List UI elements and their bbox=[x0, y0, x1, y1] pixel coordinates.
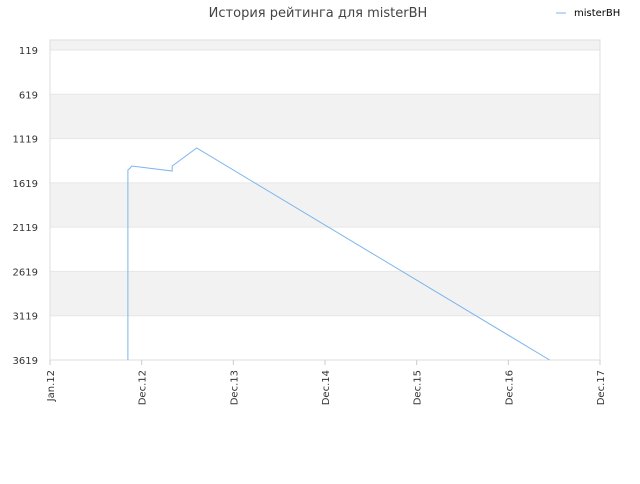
x-tick-label: Dec.12 bbox=[138, 370, 149, 405]
y-tick-label: 1119 bbox=[13, 135, 38, 146]
y-tick-label: 1619 bbox=[13, 179, 38, 190]
legend-label: misterBH bbox=[574, 8, 620, 19]
x-tick-label: Dec.14 bbox=[321, 370, 332, 405]
y-tick-label: 3619 bbox=[13, 356, 38, 367]
x-tick-label: Dec.16 bbox=[504, 370, 515, 405]
grid-band bbox=[50, 50, 600, 95]
x-tick-label: Dec.15 bbox=[413, 370, 424, 405]
y-tick-label: 2119 bbox=[13, 223, 38, 234]
grid-band bbox=[50, 182, 600, 228]
grid-band bbox=[50, 138, 600, 183]
y-tick-label: 3119 bbox=[13, 312, 38, 323]
line bbox=[127, 147, 550, 361]
y-tick-label: 2619 bbox=[13, 267, 38, 278]
x-tick-label: Jan.12 bbox=[46, 370, 57, 402]
grid-band bbox=[50, 227, 600, 272]
grid-band bbox=[50, 315, 600, 360]
grid-band bbox=[50, 40, 600, 51]
grid-band bbox=[50, 94, 600, 139]
x-tick-label: Dec.17 bbox=[596, 370, 607, 405]
chart-title: История рейтинга для misterBH bbox=[209, 6, 428, 21]
grid-band bbox=[50, 271, 600, 316]
x-tick-label: Dec.13 bbox=[229, 370, 240, 405]
y-tick-label: 119 bbox=[19, 46, 38, 57]
y-tick-label: 619 bbox=[19, 90, 38, 101]
